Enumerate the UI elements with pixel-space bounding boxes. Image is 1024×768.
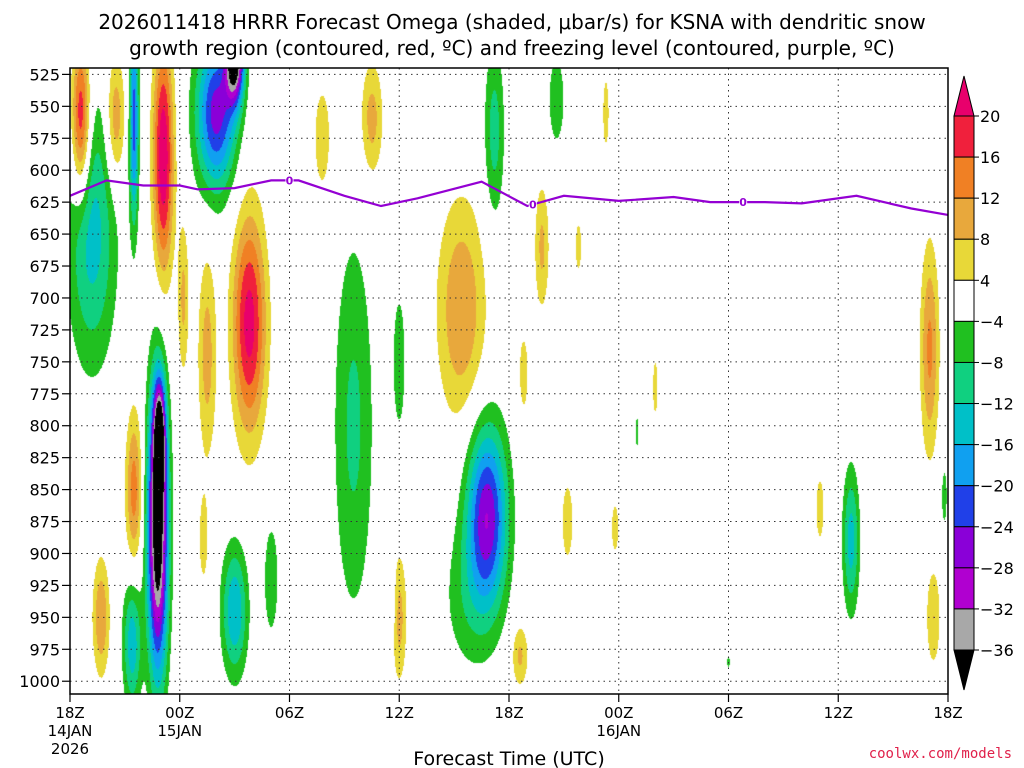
y-tick-label: 850 [29, 481, 60, 500]
y-tick-label: 525 [29, 65, 60, 84]
colorbar-label: −8 [980, 353, 1004, 372]
colorbar-swatch [953, 238, 975, 281]
colorbar-label: 12 [980, 189, 1000, 208]
y-tick-label: 650 [29, 225, 60, 244]
y-tick-label: 700 [29, 289, 60, 308]
y-tick-label: 775 [29, 385, 60, 404]
colorbar-label: 8 [980, 230, 990, 249]
y-tick-label: 925 [29, 576, 60, 595]
freezing-level-label: 0 [286, 174, 294, 187]
colorbar-label: −16 [980, 436, 1014, 455]
colorbar-swatch [953, 279, 975, 322]
colorbar-swatch [953, 485, 975, 528]
y-tick-label: 950 [29, 608, 60, 627]
freezing-label-bg [739, 196, 748, 209]
colorbar-swatch [953, 403, 975, 446]
grid-lines [69, 68, 949, 694]
chart-title-line-1: 2026011418 HRRR Forecast Omega (shaded, … [98, 10, 925, 34]
freezing-level-contour: 0 0 0 [69, 174, 949, 216]
freezing-level-label: 0 [529, 198, 537, 211]
x-tick-label: 06Z [714, 704, 743, 722]
colorbar-label: −36 [980, 641, 1014, 660]
x-tick-label: 12Z [385, 704, 414, 722]
colorbar-swatch [953, 361, 975, 405]
x-tick-label: 06Z [275, 704, 304, 722]
colorbar: 20 16 12 8 4 −4 −8 −12 −16 −20 −24 −28 −32 −36 [953, 75, 1014, 691]
colorbar-label: 4 [980, 271, 990, 290]
x-tick-label: 18Z [55, 704, 84, 722]
colorbar-swatch [953, 75, 975, 117]
colorbar-swatch [953, 156, 975, 199]
colorbar-label: 16 [980, 148, 1000, 167]
x-tick-label: 00Z [604, 704, 633, 722]
colorbar-swatch [953, 115, 975, 158]
chart-title-line-2: growth region (contoured, red, ºC) and f… [129, 36, 895, 60]
colorbar-label: 20 [980, 107, 1000, 126]
y-tick-label: 975 [29, 640, 60, 659]
colorbar-swatch [953, 526, 975, 569]
colorbar-swatch [953, 608, 975, 651]
x-tick-date: 15JAN [157, 722, 202, 740]
x-tick-label: 18Z [933, 704, 962, 722]
x-tick-date: 14JAN [48, 722, 93, 740]
freezing-label-bg [285, 174, 294, 187]
colorbar-swatch [953, 444, 975, 487]
freezing-level-label: 0 [739, 196, 747, 209]
x-axis-label: Forecast Time (UTC) [413, 748, 604, 768]
freezing-label-bg [528, 198, 537, 211]
y-tick-label: 1000 [19, 672, 60, 691]
colorbar-label: −24 [980, 518, 1014, 537]
y-tick-label: 675 [29, 257, 60, 276]
colorbar-swatch [953, 320, 975, 363]
y-tick-label: 800 [29, 417, 60, 436]
pressure-axis: 525 550 575 600 625 650 675 700 725 750 775 800 825 8… [19, 65, 70, 691]
colorbar-swatch [953, 567, 975, 610]
x-tick-date: 16JAN [596, 722, 641, 740]
freezing-level-line [69, 179, 949, 216]
x-tick-label: 00Z [165, 704, 194, 722]
colorbar-label: −4 [980, 312, 1004, 331]
credit-text: coolwx.com/models [869, 746, 1012, 762]
x-tick-label: 12Z [824, 704, 853, 722]
x-tick-label: 18Z [494, 704, 523, 722]
y-tick-label: 575 [29, 129, 60, 148]
colorbar-label: −28 [980, 559, 1014, 578]
colorbar-swatch [953, 197, 975, 240]
colorbar-label: −32 [980, 600, 1014, 619]
colorbar-label: −12 [980, 395, 1014, 414]
y-tick-label: 875 [29, 513, 60, 532]
y-tick-label: 725 [29, 321, 60, 340]
y-tick-label: 825 [29, 449, 60, 468]
omega-shaded-field [70, 68, 948, 694]
y-tick-label: 600 [29, 161, 60, 180]
y-tick-label: 900 [29, 544, 60, 563]
y-tick-label: 625 [29, 193, 60, 212]
colorbar-label: −20 [980, 477, 1014, 496]
y-tick-label: 750 [29, 353, 60, 372]
y-tick-label: 550 [29, 97, 60, 116]
colorbar-swatch [953, 649, 975, 691]
x-tick-year: 2026 [51, 740, 89, 758]
